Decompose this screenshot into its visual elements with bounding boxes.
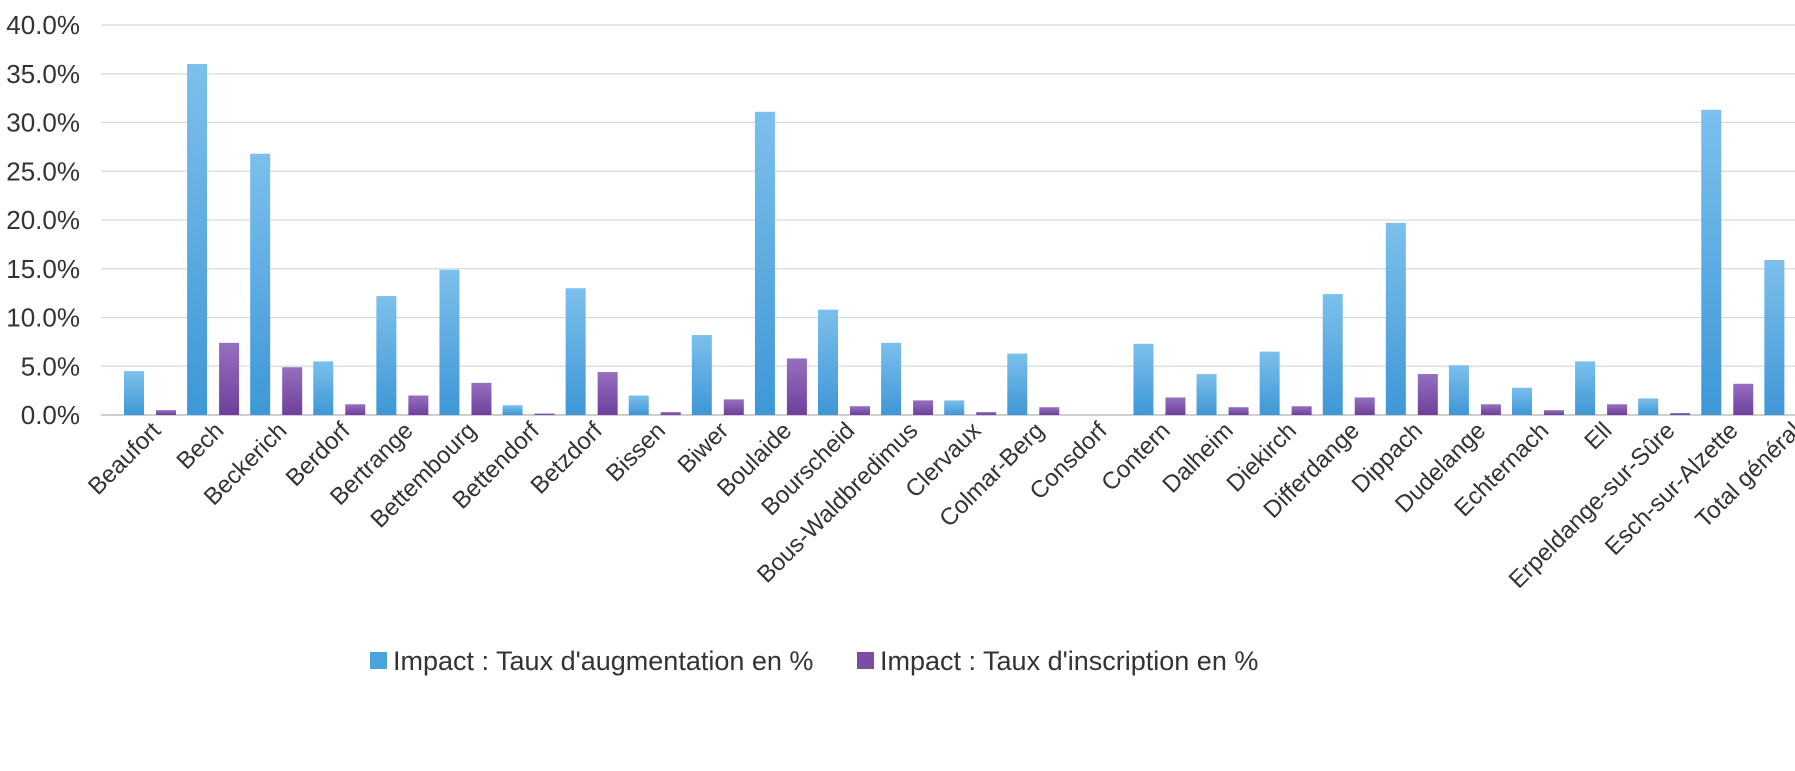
bar-taux-augmentation (754, 111, 775, 416)
bar-taux-inscription (1544, 410, 1565, 415)
bar-taux-inscription (660, 412, 681, 415)
y-tick-label: 15.0% (6, 254, 80, 284)
bar-taux-inscription (786, 358, 807, 415)
x-tick-label: Betzdorf (526, 417, 609, 500)
bar-taux-inscription (1480, 404, 1501, 415)
bar-taux-augmentation (1512, 387, 1533, 415)
y-tick-label: 5.0% (21, 351, 80, 381)
bar-taux-inscription (345, 404, 366, 415)
bar-taux-augmentation (628, 395, 649, 415)
legend-swatch (370, 652, 387, 669)
bars (124, 64, 1785, 416)
y-tick-label: 20.0% (6, 205, 80, 235)
bar-taux-augmentation (1385, 222, 1406, 415)
bar-taux-augmentation (1701, 109, 1722, 415)
legend-label: Impact : Taux d'inscription en % (880, 646, 1258, 676)
y-tick-label: 0.0% (21, 400, 80, 430)
bar-taux-inscription (1228, 407, 1249, 415)
bar-taux-inscription (976, 412, 997, 415)
bar-taux-augmentation (1575, 361, 1596, 415)
y-tick-label: 25.0% (6, 156, 80, 186)
bar-taux-inscription (1165, 397, 1186, 415)
bar-taux-inscription (1733, 383, 1754, 415)
x-tick-label: Beaufort (83, 417, 166, 500)
bar-taux-inscription (408, 395, 429, 415)
bar-taux-augmentation (881, 342, 902, 415)
bar-taux-augmentation (1196, 374, 1217, 415)
gridlines (101, 24, 1795, 416)
x-axis: Beaufort BechBeckerichBerdorfBertrangeBet… (83, 417, 1795, 594)
bar-taux-augmentation (1259, 351, 1280, 415)
x-tick-label: Bech (172, 417, 230, 475)
bar-taux-inscription (723, 399, 744, 415)
x-tick-label: Bissen (601, 417, 671, 487)
bar-taux-augmentation (124, 371, 144, 415)
legend: Impact : Taux d'augmentation en % Impact … (370, 646, 1258, 676)
y-tick-label: 40.0% (6, 10, 80, 40)
bar-taux-inscription (219, 342, 240, 415)
bar-taux-inscription (597, 372, 618, 415)
bar-taux-augmentation (376, 296, 397, 415)
bar-taux-augmentation (691, 335, 712, 415)
bar-taux-inscription (156, 410, 176, 415)
bar-taux-inscription (534, 413, 555, 415)
bar-taux-inscription (471, 382, 492, 415)
legend-swatch (857, 652, 874, 669)
bar-taux-augmentation (1322, 294, 1343, 415)
y-tick-label: 30.0% (6, 108, 80, 138)
bar-taux-augmentation (250, 153, 271, 415)
bar-taux-inscription (1039, 407, 1060, 415)
bar-taux-inscription (1607, 404, 1628, 415)
bar-taux-inscription (1417, 374, 1438, 415)
legend-label: Impact : Taux d'augmentation en % (393, 646, 813, 676)
y-tick-label: 10.0% (6, 303, 80, 333)
bar-taux-augmentation (565, 288, 586, 415)
bar-taux-inscription (1354, 397, 1375, 415)
y-tick-label: 35.0% (6, 59, 80, 89)
bar-taux-inscription (1670, 413, 1691, 415)
bar-taux-augmentation (502, 405, 523, 415)
x-tick-label: Dalheim (1157, 417, 1238, 498)
bar-taux-augmentation (1133, 343, 1154, 415)
bar-taux-augmentation (313, 361, 334, 415)
bar-taux-augmentation (818, 309, 839, 415)
bar-taux-augmentation (1638, 398, 1659, 415)
bar-taux-augmentation (1007, 353, 1028, 415)
bar-taux-augmentation (187, 64, 208, 415)
bar-taux-inscription (1291, 406, 1312, 415)
bar-taux-augmentation (1764, 259, 1785, 415)
bar-taux-inscription (850, 406, 871, 415)
bar-taux-augmentation (1448, 365, 1469, 415)
y-axis: 0.0% 5.0% 10.0% 15.0% 20.0% 25.0% 30.0% 35.0% 40… (6, 10, 80, 430)
bar-taux-augmentation (944, 400, 965, 415)
bar-taux-augmentation (439, 269, 460, 415)
x-tick-label: Ell (1579, 417, 1617, 455)
bar-taux-inscription (282, 367, 303, 415)
bar-taux-inscription (913, 400, 934, 415)
